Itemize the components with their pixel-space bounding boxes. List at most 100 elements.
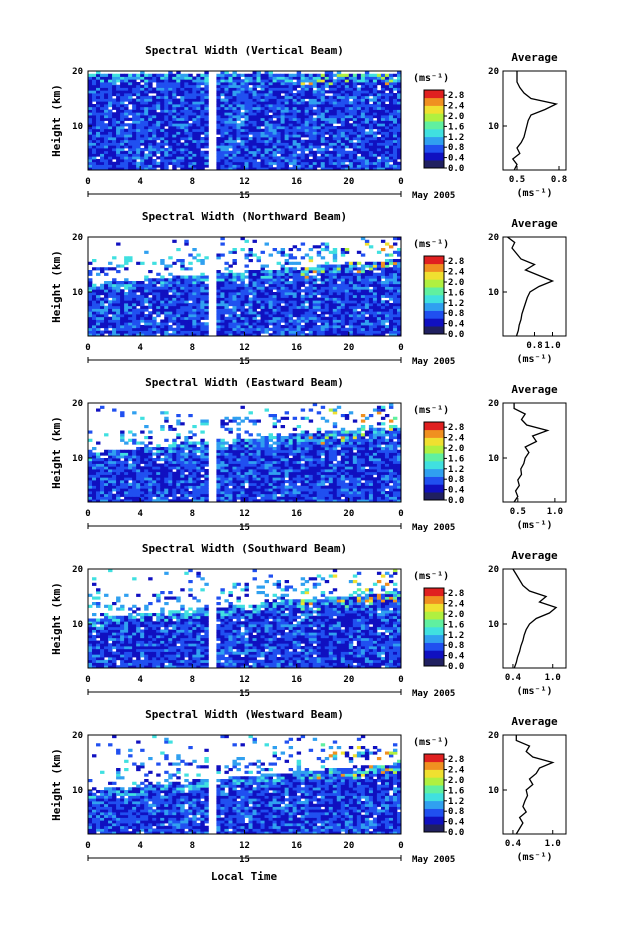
heatmap-cell	[96, 272, 101, 276]
heatmap-cell	[172, 159, 177, 163]
heatmap-cell	[128, 496, 133, 500]
heatmap-cell	[340, 126, 346, 130]
heatmap-cell	[196, 109, 201, 113]
heatmap-cell	[256, 79, 261, 83]
heatmap-cell	[292, 330, 298, 334]
heatmap-cell	[200, 137, 205, 141]
heatmap-cell	[168, 128, 173, 132]
heatmap-cell	[132, 109, 137, 113]
heatmap-cell	[168, 281, 173, 285]
heatmap-cell	[276, 73, 282, 77]
heatmap-cell	[144, 79, 149, 83]
heatmap-cell	[88, 272, 93, 276]
heatmap-cell	[116, 333, 121, 337]
heatmap-cell	[216, 95, 221, 99]
heatmap-cell	[100, 153, 105, 157]
heatmap-cell	[132, 142, 137, 146]
heatmap-cell	[376, 153, 382, 157]
heatmap-cell	[388, 87, 394, 91]
heatmap-cell	[392, 159, 398, 163]
heatmap-cell	[344, 134, 350, 138]
heatmap-cell	[296, 327, 302, 331]
heatmap-cell	[264, 242, 269, 246]
heatmap-cell	[284, 311, 290, 315]
heatmap-cell	[340, 123, 346, 127]
heatmap-cell	[312, 120, 318, 124]
heatmap-cell	[180, 156, 185, 160]
heatmap-cell	[236, 278, 241, 282]
heatmap-cell	[104, 156, 109, 160]
heatmap-cell	[320, 82, 326, 86]
heatmap-cell	[348, 305, 354, 309]
heatmap-cell	[184, 106, 189, 110]
heatmap-cell	[320, 134, 326, 138]
heatmap-cell	[104, 126, 109, 130]
heatmap-cell	[112, 106, 117, 110]
heatmap-cell	[204, 316, 209, 320]
heatmap-cell	[240, 297, 245, 301]
heatmap-cell	[216, 93, 221, 97]
heatmap-cell	[292, 120, 298, 124]
heatmap-cell	[244, 275, 249, 279]
heatmap-cell	[308, 101, 314, 105]
heatmap-cell	[164, 164, 169, 168]
heatmap-cell	[272, 286, 277, 290]
heatmap-cell	[128, 76, 133, 80]
heatmap-cell	[388, 153, 394, 157]
heatmap-cell	[280, 153, 286, 157]
heatmap-cell	[308, 259, 314, 263]
heatmap-cell	[320, 303, 326, 307]
heatmap-cell	[160, 325, 165, 329]
heatmap-cell	[348, 145, 354, 149]
heatmap-cell	[184, 333, 189, 337]
heatmap-cell	[288, 106, 294, 110]
heatmap-cell	[124, 471, 129, 475]
heatmap-cell	[88, 281, 93, 285]
heatmap-cell	[180, 117, 185, 121]
heatmap-cell	[180, 161, 185, 165]
heatmap-cell	[200, 76, 205, 80]
heatmap-cell	[360, 300, 366, 304]
heatmap-cell	[144, 145, 149, 149]
heatmap-cell	[108, 90, 113, 94]
heatmap-cell	[264, 156, 269, 160]
heatmap-cell	[276, 283, 282, 287]
heatmap-cell	[316, 327, 322, 331]
heatmap-cell	[336, 319, 342, 323]
heatmap-cell	[360, 101, 366, 105]
heatmap-cell	[304, 112, 310, 116]
heatmap-cell	[108, 98, 113, 102]
heatmap-cell	[192, 98, 197, 102]
heatmap-cell	[216, 76, 221, 80]
heatmap-cell	[272, 128, 277, 132]
heatmap-cell	[104, 148, 109, 152]
heatmap-cell	[132, 455, 137, 459]
heatmap-cell	[180, 150, 185, 154]
heatmap-cell	[340, 82, 346, 86]
heatmap-cell	[288, 137, 294, 141]
heatmap-cell	[216, 325, 221, 329]
heatmap-cell	[116, 297, 121, 301]
heatmap-cell	[288, 98, 294, 102]
heatmap-cell	[360, 145, 366, 149]
heatmap-cell	[168, 106, 173, 110]
heatmap-cell	[132, 303, 137, 307]
heatmap-cell	[136, 491, 141, 495]
heatmap-cell	[392, 98, 398, 102]
heatmap-cell	[224, 283, 229, 287]
heatmap-cell	[88, 283, 93, 287]
heatmap-cell	[220, 123, 225, 127]
heatmap-cell	[248, 123, 253, 127]
heatmap-cell	[320, 156, 326, 160]
heatmap-cell	[176, 153, 181, 157]
heatmap-cell	[372, 286, 378, 290]
heatmap-cell	[188, 109, 193, 113]
heatmap-cell	[324, 278, 330, 282]
heatmap-cell	[312, 159, 318, 163]
heatmap-cell	[244, 115, 249, 119]
heatmap-cell	[140, 292, 145, 296]
heatmap-cell	[184, 128, 189, 132]
heatmap-cell	[128, 316, 133, 320]
heatmap-cell	[300, 256, 306, 260]
heatmap-cell	[384, 93, 390, 97]
